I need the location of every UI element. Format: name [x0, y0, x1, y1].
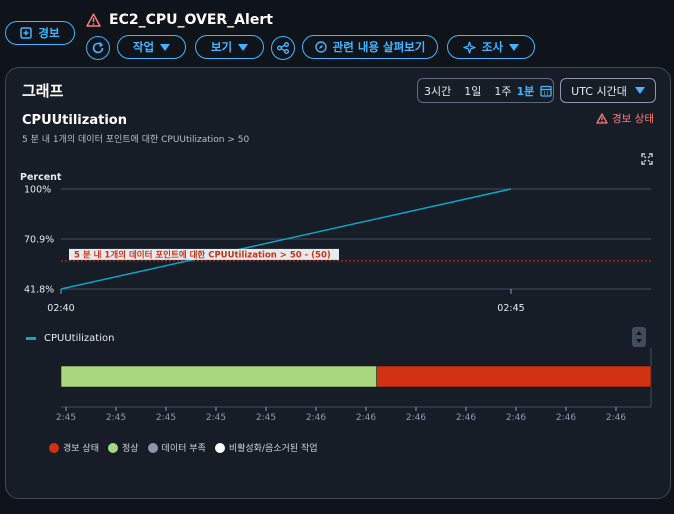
y-unit-label: Percent	[20, 172, 62, 183]
legend-muted[interactable]: 비활성화/음소거된 작업	[214, 441, 318, 454]
actions-button[interactable]: 작업	[117, 35, 186, 59]
state-tick-label: 2:46	[356, 413, 376, 423]
state-tick-label: 2:46	[406, 413, 426, 423]
view-button[interactable]: 보기	[195, 35, 264, 59]
caret-down-icon	[509, 43, 520, 51]
state-tick-label: 2:45	[256, 413, 276, 423]
investigate-button[interactable]: 조사	[447, 35, 535, 59]
alarm-square-icon	[20, 27, 33, 39]
caret-down-icon	[160, 43, 171, 51]
scroll-stepper[interactable]	[632, 327, 646, 347]
x-tick-label: 02:40	[47, 303, 74, 314]
state-tick-label: 2:46	[606, 413, 626, 423]
state-tick-label: 2:45	[206, 413, 226, 423]
legend-label: 경보 상태	[63, 444, 99, 454]
chart-subtitle: 5 분 내 1개의 데이터 포인트에 대한 CPUUtilization > 5…	[22, 135, 250, 145]
time-range-selector: 3시간 1일 1주 1분	[417, 78, 554, 103]
alarm-state-label: 경보 상태	[612, 113, 654, 125]
y-tick-label: 100%	[24, 185, 51, 196]
legend-dot	[214, 442, 225, 453]
compass-icon	[314, 41, 327, 53]
state-tick-label: 2:45	[156, 413, 176, 423]
state-tick-label: 2:46	[506, 413, 526, 423]
legend-cpu-swatch	[26, 337, 36, 340]
timezone-label: UTC 시간대	[571, 84, 627, 98]
share-button[interactable]	[271, 36, 295, 60]
legend-cpu[interactable]: CPUUtilization	[26, 333, 114, 344]
threshold-label-bg	[69, 248, 339, 260]
legend-label: 데이터 부족	[161, 444, 206, 454]
legend-dot	[147, 442, 158, 453]
state-segment-0	[60, 365, 377, 388]
y-tick-label: 70.9%	[24, 235, 54, 246]
explore-related-button[interactable]: 관련 내용 살펴보기	[302, 35, 438, 59]
state-tick-label: 2:46	[556, 413, 576, 423]
x-tick-label: 02:45	[497, 303, 524, 314]
view-label: 보기	[210, 40, 233, 54]
legend-label: 비활성화/음소거된 작업	[228, 444, 318, 454]
warning-icon	[596, 113, 608, 124]
legend-alarm[interactable]: 경보 상태	[49, 441, 99, 454]
range-1d[interactable]: 1일	[464, 84, 482, 98]
alarm-button[interactable]: 경보	[5, 21, 75, 45]
range-1m[interactable]: 1분	[516, 84, 535, 98]
warning-icon	[86, 13, 101, 27]
state-segment-1	[376, 365, 652, 388]
y-tick-label: 41.8%	[24, 285, 54, 296]
range-1w[interactable]: 1주	[494, 84, 512, 98]
sparkle-icon	[463, 40, 476, 54]
graph-panel	[5, 67, 671, 499]
cpu-line-chart: 100% 70.9% 41.8% 5 분 내 1개의 데이터 포인트에 대한 CPUU…	[24, 185, 651, 314]
state-tick-label: 2:46	[456, 413, 476, 423]
legend-dot	[107, 442, 118, 453]
alarm-button-label: 경보	[38, 26, 60, 40]
cpu-series-line	[60, 188, 512, 290]
explore-label: 관련 내용 살펴보기	[332, 40, 426, 54]
state-tick-label: 2:46	[306, 413, 326, 423]
legend-insufficient[interactable]: 데이터 부족	[147, 441, 206, 454]
legend-label: 정상	[121, 444, 139, 454]
state-tick-label: 2:45	[56, 413, 76, 423]
investigate-label: 조사	[481, 40, 504, 54]
threshold-label: 5 분 내 1개의 데이터 포인트에 대한 CPUUtilization > 5…	[74, 249, 331, 260]
range-3h[interactable]: 3시간	[424, 84, 452, 98]
legend-cpu-label: CPUUtilization	[44, 333, 115, 344]
alarm-name: EC2_CPU_OVER_Alert	[109, 12, 273, 28]
legend-ok[interactable]: 정상	[107, 441, 139, 454]
state-tick-label: 2:45	[106, 413, 126, 423]
calendar-icon[interactable]	[540, 85, 552, 97]
stepper-arrows-icon	[636, 331, 642, 343]
caret-down-icon	[634, 87, 645, 94]
chart-title: CPUUtilization	[22, 113, 127, 128]
refresh-icon	[92, 41, 104, 54]
panel-title: 그래프	[22, 82, 64, 100]
actions-label: 작업	[132, 40, 155, 54]
alarm-title: EC2_CPU_OVER_Alert	[86, 12, 273, 28]
alarm-state-indicator: 경보 상태	[596, 111, 654, 126]
share-icon	[277, 42, 289, 54]
timezone-select[interactable]: UTC 시간대	[560, 78, 656, 103]
caret-down-icon	[238, 43, 249, 51]
legend-dot	[49, 442, 59, 453]
state-legend: 경보 상태 정상 데이터 부족 비활성화/음소거된 작업	[49, 441, 318, 454]
refresh-button[interactable]	[86, 36, 110, 60]
fullscreen-icon[interactable]	[641, 153, 653, 165]
